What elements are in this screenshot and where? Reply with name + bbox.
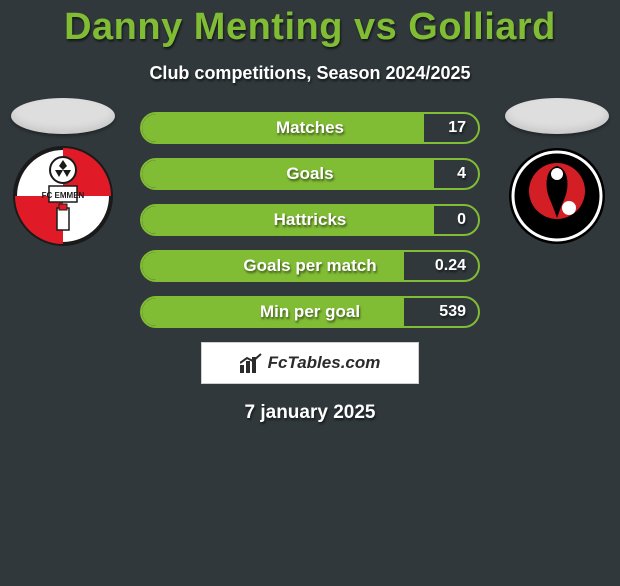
stat-fill-left: [142, 298, 404, 326]
stat-fill-left: [142, 252, 404, 280]
comparison-panel: FC EMMEN Matches17 Goals4 Hattricks0 Goals …: [0, 112, 620, 424]
chart-icon: [240, 353, 262, 373]
team-badge-right: [507, 146, 607, 246]
source-logo: FcTables.com: [201, 342, 419, 384]
stats-list: Matches17 Goals4 Hattricks0 Goals per match…: [140, 112, 480, 328]
avatar-placeholder-icon: [11, 98, 115, 134]
stat-value-right: 4: [457, 160, 466, 188]
stat-fill-left: [142, 160, 434, 188]
page-title: Danny Menting vs Golliard: [0, 6, 620, 49]
stat-row: Min per goal539: [140, 296, 480, 328]
stat-row: Hattricks0: [140, 204, 480, 236]
stat-row: Goals4: [140, 158, 480, 190]
stat-value-right: 17: [448, 114, 466, 142]
stat-value-right: 0: [457, 206, 466, 234]
stat-value-right: 539: [439, 298, 466, 326]
team-badge-left: FC EMMEN: [13, 146, 113, 246]
stat-row: Matches17: [140, 112, 480, 144]
date-label: 7 january 2025: [0, 402, 620, 424]
stat-fill-left: [142, 206, 434, 234]
avatar-placeholder-icon: [505, 98, 609, 134]
stat-row: Goals per match0.24: [140, 250, 480, 282]
player-left: FC EMMEN: [8, 98, 118, 246]
stat-value-right: 0.24: [435, 252, 466, 280]
source-logo-text: FcTables.com: [268, 353, 381, 373]
svg-text:FC EMMEN: FC EMMEN: [42, 191, 85, 200]
player-right: [502, 98, 612, 246]
stat-fill-left: [142, 114, 424, 142]
subtitle: Club competitions, Season 2024/2025: [0, 63, 620, 84]
